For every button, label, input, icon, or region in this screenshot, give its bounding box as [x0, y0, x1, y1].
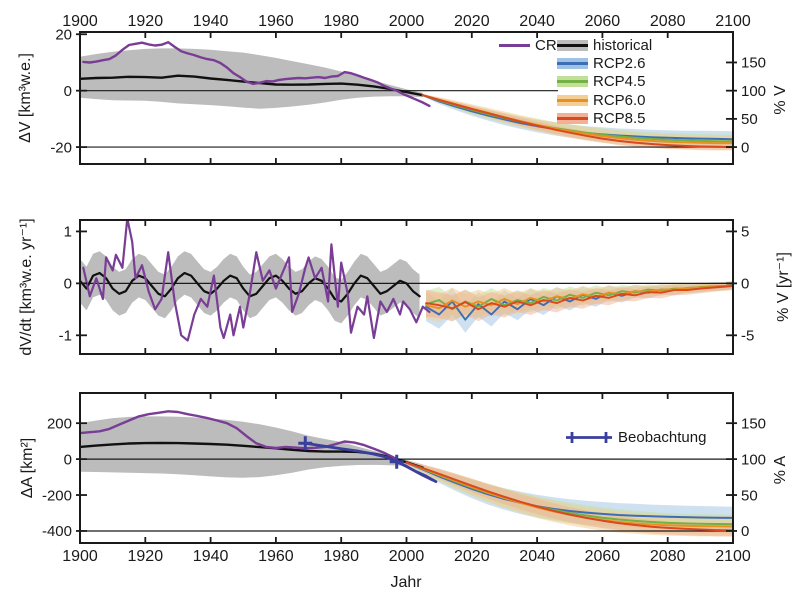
svg-text:1900: 1900 — [62, 13, 98, 30]
y-axis-label-volume-rate: dV/dt [km³w.e. yr⁻¹] — [18, 218, 35, 356]
svg-text:2100: 2100 — [715, 13, 751, 30]
svg-text:-400: -400 — [42, 523, 72, 540]
svg-text:2040: 2040 — [519, 548, 555, 565]
legend-label-rcp45: RCP4.5 — [593, 73, 646, 91]
svg-text:2080: 2080 — [650, 548, 686, 565]
svg-text:100: 100 — [741, 83, 766, 100]
svg-text:0: 0 — [741, 523, 749, 540]
x-axis-label: Jahr — [390, 574, 422, 591]
legend-label-beobachtung: Beobachtung — [618, 429, 707, 446]
svg-text:0: 0 — [64, 83, 72, 100]
svg-text:-20: -20 — [50, 139, 72, 156]
svg-text:-5: -5 — [741, 328, 754, 345]
series-rcp85-line — [405, 461, 733, 532]
svg-text:1940: 1940 — [193, 548, 229, 565]
svg-text:2100: 2100 — [715, 548, 751, 565]
y-axis-label-volume: ΔV [km³w.e.] — [17, 53, 34, 143]
marker-beobachtung-cross — [389, 454, 404, 469]
legend-entry-rcp85: RCP8.5 — [557, 110, 652, 128]
series-rcp60-line — [425, 284, 733, 310]
band-rcp26-uncertainty — [406, 460, 733, 529]
legend-entry-rcp60: RCP6.0 — [557, 91, 652, 109]
svg-text:0: 0 — [741, 139, 749, 156]
svg-text:0: 0 — [64, 451, 72, 468]
panel-volume-change-tick-labels: 20 0 -20 150 100 50 0 1900 1920 1940 1960 1980 2000 2… — [50, 13, 766, 156]
svg-text:150: 150 — [741, 55, 766, 72]
y-axis-label-percent-area: % A — [772, 455, 789, 485]
svg-text:2080: 2080 — [650, 13, 686, 30]
svg-text:1980: 1980 — [323, 13, 359, 30]
legend-label-rcp85: RCP8.5 — [593, 110, 646, 128]
svg-text:50: 50 — [741, 487, 758, 504]
panel-area-change-border — [79, 392, 734, 544]
panel-volume-rate: 1 0 -1 5 0 -5 — [59, 219, 755, 355]
legend-label-historical: historical — [593, 36, 653, 54]
svg-text:150: 150 — [741, 415, 766, 432]
rcp85-band-swatch-icon — [557, 113, 588, 125]
svg-text:2060: 2060 — [585, 13, 621, 30]
rcp60-band-swatch-icon — [557, 94, 588, 106]
legend-label-rcp26: RCP2.6 — [593, 55, 646, 73]
panel-volume-rate-tick-labels: 1 0 -1 5 0 -5 — [59, 224, 755, 345]
historical-band-swatch-icon — [557, 39, 588, 51]
svg-text:2020: 2020 — [454, 548, 490, 565]
svg-text:1960: 1960 — [258, 548, 294, 565]
cru-line-swatch-icon — [499, 43, 530, 47]
legend-label-rcp60: RCP6.0 — [593, 91, 646, 109]
svg-text:1920: 1920 — [128, 548, 164, 565]
svg-text:1980: 1980 — [323, 548, 359, 565]
band-historical-uncertainty — [80, 48, 423, 109]
beobachtung-swatch-icon — [566, 432, 612, 443]
series-rcp85-line — [421, 94, 733, 149]
svg-text:20: 20 — [55, 27, 72, 44]
svg-text:2040: 2040 — [519, 13, 555, 30]
svg-text:200: 200 — [47, 415, 72, 432]
svg-text:1920: 1920 — [128, 13, 164, 30]
svg-text:0: 0 — [741, 276, 749, 293]
svg-text:0: 0 — [64, 276, 72, 293]
svg-text:2000: 2000 — [389, 13, 425, 30]
legend-entry-beobachtung: Beobachtung — [566, 429, 706, 446]
rcp26-band-swatch-icon — [557, 58, 588, 70]
band-rcp60-uncertainty — [406, 460, 733, 537]
legend-entry-rcp45: RCP4.5 — [557, 73, 652, 91]
svg-text:2000: 2000 — [389, 548, 425, 565]
panel-volume-change-border — [79, 31, 734, 165]
svg-text:1960: 1960 — [258, 13, 294, 30]
series-rcp85-line — [425, 285, 733, 311]
series-rcp26-line — [405, 461, 733, 519]
panel-volume-change: 20 0 -20 150 100 50 0 1900 1920 1940 1960 1980 2000 2… — [50, 13, 766, 165]
svg-text:50: 50 — [741, 111, 758, 128]
rcp45-band-swatch-icon — [557, 76, 588, 88]
legend-entry-rcp26: RCP2.6 — [557, 54, 652, 72]
svg-text:100: 100 — [741, 451, 766, 468]
panel-volume-rate-border — [79, 219, 734, 355]
legend-entry-historical: historical — [557, 36, 652, 54]
series-cru-line — [82, 41, 431, 108]
y-axis-label-percent-volume-rate: % V [yr⁻¹] — [775, 252, 792, 322]
band-rcp85-uncertainty — [422, 94, 733, 150]
svg-text:-200: -200 — [42, 487, 72, 504]
series-beobachtung-line — [303, 441, 438, 484]
svg-text:1: 1 — [64, 224, 72, 241]
legend-scenarios: historical RCP2.6 RCP4.5 RCP6.0 RCP8.5 — [557, 36, 652, 128]
svg-text:-1: -1 — [59, 328, 72, 345]
svg-text:1900: 1900 — [62, 548, 98, 565]
marker-beobachtung-cross — [298, 436, 313, 451]
y-axis-label-area: ΔA [km²] — [19, 437, 36, 499]
y-axis-label-percent-volume: % V — [772, 85, 789, 115]
series-cru-line — [82, 220, 431, 342]
series-cru-line — [80, 410, 434, 482]
svg-text:1940: 1940 — [193, 13, 229, 30]
svg-text:2020: 2020 — [454, 13, 490, 30]
svg-text:2060: 2060 — [585, 548, 621, 565]
svg-text:5: 5 — [741, 224, 749, 241]
